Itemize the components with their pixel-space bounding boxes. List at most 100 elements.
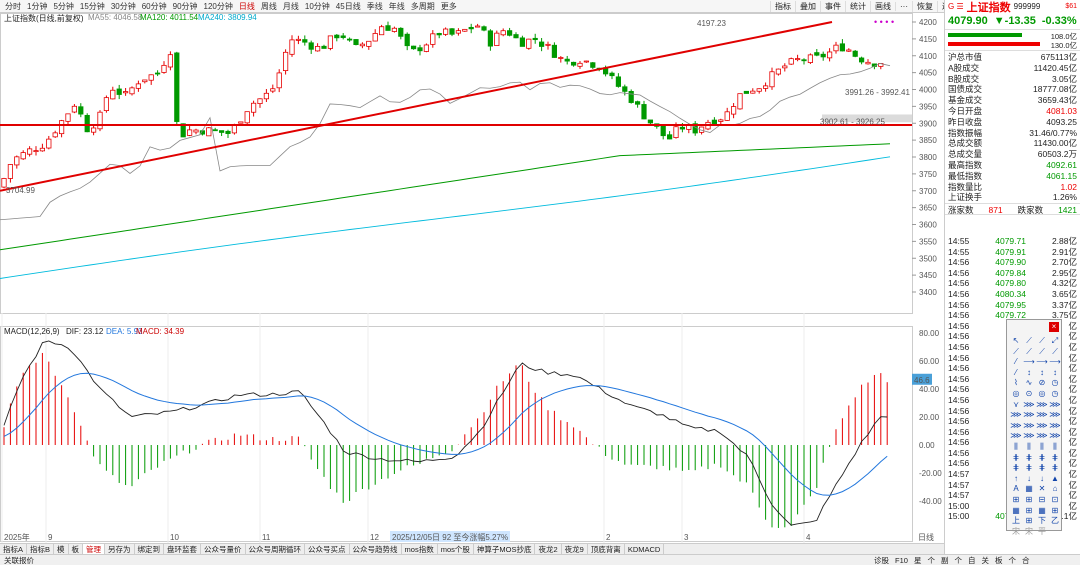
status-button[interactable]: 诊股 bbox=[874, 556, 889, 565]
draw-tool-icon[interactable]: ⋕ bbox=[1025, 452, 1033, 462]
period-tab[interactable]: 周线 bbox=[260, 1, 277, 11]
status-button[interactable]: 个 bbox=[954, 556, 962, 565]
indicator-tab[interactable]: 公众号量价 bbox=[201, 544, 246, 554]
draw-tool-icon[interactable]: ⁄ bbox=[1015, 367, 1017, 377]
indicator-tab[interactable]: 板 bbox=[69, 544, 84, 554]
draw-tool-icon[interactable]: 平 bbox=[1038, 526, 1046, 536]
draw-tool-icon[interactable]: ⊟ bbox=[1038, 494, 1046, 504]
kline-chart[interactable]: 4200 4150 4100 4050 4000 3950 3900 3850 3800 3750… bbox=[0, 13, 944, 543]
period-tab[interactable]: 季线 bbox=[366, 1, 383, 11]
close-icon[interactable]: × bbox=[1049, 322, 1059, 332]
indicator-tab[interactable]: 另存为 bbox=[105, 544, 135, 554]
draw-tool-icon[interactable]: ⌇ bbox=[1014, 378, 1018, 388]
draw-tool-icon[interactable]: ⋙ bbox=[1049, 420, 1061, 430]
draw-tool-icon[interactable]: ▦ bbox=[1025, 484, 1033, 494]
indicator-tab[interactable]: 指标B bbox=[27, 544, 55, 554]
draw-tool-icon[interactable]: ⫼ bbox=[1014, 441, 1018, 451]
period-tab[interactable]: 15分钟 bbox=[79, 1, 105, 11]
status-button[interactable]: 个 bbox=[927, 556, 935, 565]
tool-button[interactable]: 画线 bbox=[870, 0, 895, 12]
period-tab[interactable]: 日线 bbox=[238, 1, 255, 11]
draw-tool-icon[interactable]: ◷ bbox=[1051, 388, 1059, 398]
draw-tool-icon[interactable]: ⋙ bbox=[1049, 399, 1061, 409]
draw-tool-icon[interactable]: A bbox=[1013, 484, 1019, 494]
draw-tool-icon[interactable]: ↕ bbox=[1027, 367, 1031, 377]
draw-tool-icon[interactable]: ⊞ bbox=[1012, 494, 1020, 504]
draw-tool-icon[interactable]: ⊞ bbox=[1025, 494, 1033, 504]
draw-tool-icon[interactable]: ⫼ bbox=[1053, 441, 1057, 451]
draw-tool-icon[interactable]: 下 bbox=[1038, 516, 1046, 526]
draw-tool-icon[interactable]: ⋙ bbox=[1023, 410, 1035, 420]
draw-tool-icon[interactable]: ⊞ bbox=[1051, 505, 1059, 515]
draw-tool-icon[interactable]: ⋙ bbox=[1010, 410, 1022, 420]
indicator-tab[interactable]: KDMACD bbox=[625, 544, 665, 554]
draw-tool-icon[interactable]: ⋕ bbox=[1038, 463, 1046, 473]
draw-tool-icon[interactable]: ⋕ bbox=[1051, 452, 1059, 462]
status-button[interactable]: 副 bbox=[940, 556, 949, 565]
draw-tool-icon[interactable]: ▦ bbox=[1038, 505, 1046, 515]
tool-button[interactable]: 统计 bbox=[845, 0, 870, 12]
draw-tool-icon[interactable]: ↑ bbox=[1014, 473, 1018, 483]
draw-tool-icon[interactable]: ∿ bbox=[1025, 378, 1033, 388]
draw-tool-icon[interactable]: ⋙ bbox=[1023, 420, 1035, 430]
draw-tool-icon[interactable]: ↕ bbox=[1040, 367, 1044, 377]
tool-button[interactable]: 叠加 bbox=[795, 0, 820, 12]
draw-tool-icon[interactable]: ⟋ bbox=[1026, 336, 1032, 345]
draw-tool-icon[interactable]: ⋙ bbox=[1036, 420, 1048, 430]
quote-prefix[interactable]: G ☰ bbox=[948, 2, 964, 11]
period-tab[interactable]: 10分钟 bbox=[304, 1, 330, 11]
draw-tool-icon[interactable]: ⊞ bbox=[1025, 516, 1033, 526]
status-button[interactable]: 关 bbox=[981, 556, 989, 565]
indicator-tab[interactable]: 管理 bbox=[83, 544, 106, 554]
draw-tool-icon[interactable]: ◎ bbox=[1038, 388, 1046, 398]
draw-tool-icon[interactable]: ⋕ bbox=[1012, 452, 1020, 462]
draw-tool-icon[interactable]: ⊙ bbox=[1025, 388, 1033, 398]
indicator-tab[interactable]: 模 bbox=[54, 544, 69, 554]
draw-tool-icon[interactable]: 宋 bbox=[1025, 526, 1033, 536]
draw-tool-icon[interactable]: ⋙ bbox=[1049, 431, 1061, 441]
draw-tool-icon[interactable]: ⋙ bbox=[1023, 431, 1035, 441]
draw-tool-icon[interactable]: ⋙ bbox=[1010, 431, 1022, 441]
status-button[interactable]: 自 bbox=[967, 556, 976, 565]
draw-tool-icon[interactable]: ▦ bbox=[1012, 505, 1020, 515]
indicator-tab[interactable]: 公众号趋势线 bbox=[350, 544, 402, 554]
indicator-tab[interactable]: 绑定到 bbox=[135, 544, 165, 554]
indicator-tab[interactable]: mos指数 bbox=[402, 544, 438, 554]
period-tab[interactable]: 年线 bbox=[388, 1, 405, 11]
draw-tool-icon[interactable]: ⌂ bbox=[1052, 484, 1058, 494]
status-button[interactable]: 板 bbox=[994, 556, 1003, 565]
indicator-tab[interactable]: mos个股 bbox=[438, 544, 474, 554]
draw-tool-icon[interactable]: ⫼ bbox=[1027, 441, 1031, 451]
draw-tool-icon[interactable]: ⊡ bbox=[1051, 494, 1059, 504]
tool-button[interactable]: 恢复 bbox=[912, 0, 937, 12]
status-button[interactable]: 星 bbox=[913, 556, 922, 565]
tool-button[interactable]: 事件 bbox=[820, 0, 845, 12]
draw-tool-icon[interactable]: ⟋ bbox=[1052, 346, 1058, 356]
draw-tool-icon[interactable]: 乙 bbox=[1051, 516, 1059, 526]
tool-button[interactable]: 指标 bbox=[770, 0, 795, 12]
draw-tool-icon[interactable]: ⤢ bbox=[1051, 336, 1059, 345]
draw-tool-icon[interactable]: 上 bbox=[1012, 516, 1020, 526]
status-button[interactable]: F10 bbox=[895, 556, 908, 565]
period-tab[interactable]: 30分钟 bbox=[110, 1, 136, 11]
trend-line-rising[interactable] bbox=[0, 21, 833, 192]
draw-tool-icon[interactable]: ⟶ bbox=[1023, 357, 1035, 367]
draw-tool-icon[interactable]: ↓ bbox=[1040, 473, 1044, 483]
status-button[interactable]: 合 bbox=[1021, 556, 1030, 565]
draw-tool-icon[interactable]: ⋙ bbox=[1010, 420, 1022, 430]
period-tab[interactable]: 90分钟 bbox=[172, 1, 198, 11]
period-tab[interactable]: 分时 bbox=[5, 1, 21, 11]
draw-tool-icon[interactable]: ↓ bbox=[1027, 473, 1031, 483]
draw-tool-icon[interactable]: ⟋ bbox=[1013, 346, 1019, 356]
period-tab[interactable]: 5分钟 bbox=[53, 1, 74, 11]
indicator-tab[interactable]: 顶底背离 bbox=[588, 544, 625, 554]
period-tab[interactable]: 60分钟 bbox=[141, 1, 167, 11]
period-tab[interactable]: 120分钟 bbox=[203, 1, 233, 11]
indicator-tab[interactable]: 夜龙9 bbox=[562, 544, 588, 554]
period-tab[interactable]: 45日线 bbox=[335, 1, 361, 11]
draw-tool-icon[interactable]: ↕ bbox=[1053, 367, 1057, 377]
indicator-tab[interactable]: 夜龙2 bbox=[535, 544, 562, 554]
indicator-tab[interactable]: 公众号买点 bbox=[305, 544, 350, 554]
draw-tool-icon[interactable]: ⫼ bbox=[1040, 441, 1044, 451]
draw-tool-icon[interactable]: ⊘ bbox=[1038, 378, 1046, 388]
